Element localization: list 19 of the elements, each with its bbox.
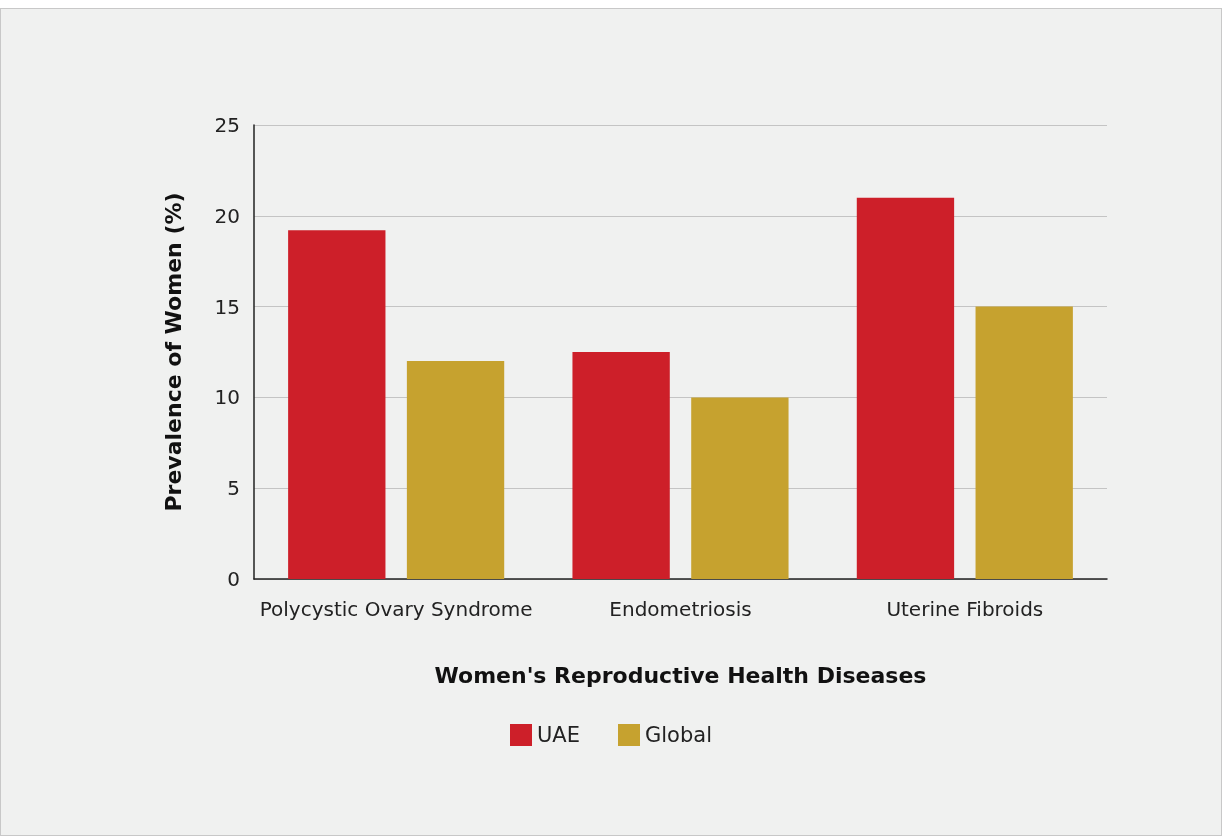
y-tick-label: 5 [227, 476, 240, 501]
bar [975, 306, 1073, 579]
bar [406, 361, 505, 579]
y-tick-label: 15 [214, 294, 240, 319]
bar [856, 197, 955, 579]
x-axis-title: Women's Reproductive Health Diseases [434, 662, 927, 688]
y-tick-label: 10 [214, 385, 240, 410]
y-tick-label: 0 [227, 567, 240, 591]
legend-label: Global [645, 723, 713, 747]
x-tick-label: Uterine Fibroids [886, 597, 1044, 621]
y-tick-label: 20 [214, 203, 240, 228]
bar [572, 352, 670, 579]
y-tick-label: 25 [214, 113, 240, 137]
legend-label: UAE [537, 723, 581, 747]
x-tick-label: Endometriosis [609, 597, 752, 621]
bar [691, 397, 789, 579]
x-tick-label: Polycystic Ovary Syndrome [259, 597, 533, 621]
bar [288, 230, 386, 579]
y-axis-title: Prevalence of Women (%) [160, 192, 186, 512]
